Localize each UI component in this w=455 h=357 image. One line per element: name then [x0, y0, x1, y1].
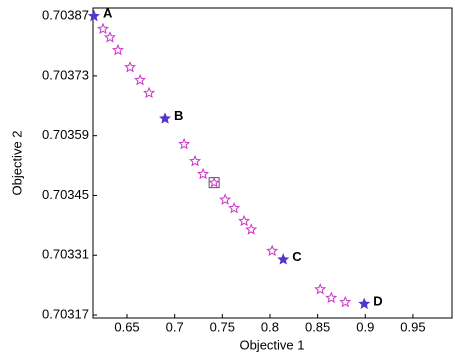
point — [124, 61, 137, 73]
point — [134, 73, 147, 86]
plot-frame — [92, 7, 453, 319]
x-axis-label: Objective 1 — [239, 337, 304, 352]
y-tick-label: 0.70317 — [42, 306, 89, 321]
point-label: D — [373, 293, 382, 308]
point — [339, 295, 352, 308]
x-tick-label: 0.9 — [356, 319, 374, 334]
key-point — [159, 112, 172, 124]
point — [189, 155, 202, 167]
x-tick-label: 0.8 — [261, 319, 279, 334]
selected-point-part — [208, 176, 220, 188]
point — [103, 31, 116, 43]
point — [325, 291, 338, 304]
point-label: C — [292, 249, 302, 264]
x-tick-label: 0.75 — [210, 319, 235, 334]
point — [238, 214, 251, 227]
x-tick-label: 0.7 — [166, 319, 184, 334]
y-tick-label: 0.70331 — [42, 247, 89, 262]
y-tick-label: 0.70345 — [42, 187, 89, 202]
point — [245, 223, 258, 235]
y-tick-label: 0.70373 — [42, 67, 89, 82]
point — [314, 283, 327, 295]
point — [143, 86, 156, 99]
point — [219, 193, 232, 205]
y-tick-label: 0.70387 — [42, 8, 89, 23]
x-tick-label: 0.95 — [400, 319, 425, 334]
point — [197, 167, 210, 180]
point — [266, 244, 279, 257]
point — [97, 22, 110, 35]
x-tick-label: 0.65 — [114, 319, 139, 334]
key-point — [277, 253, 290, 265]
key-point — [358, 297, 371, 310]
x-tick-label: 0.85 — [305, 319, 330, 334]
point — [228, 202, 241, 214]
y-axis-label: Objective 2 — [9, 130, 24, 195]
selected-point — [208, 176, 220, 189]
point — [111, 44, 124, 56]
key-point — [87, 9, 100, 22]
point — [178, 137, 191, 150]
point-label: B — [174, 108, 183, 123]
point-label: A — [103, 6, 113, 21]
y-tick-label: 0.70359 — [42, 127, 89, 142]
